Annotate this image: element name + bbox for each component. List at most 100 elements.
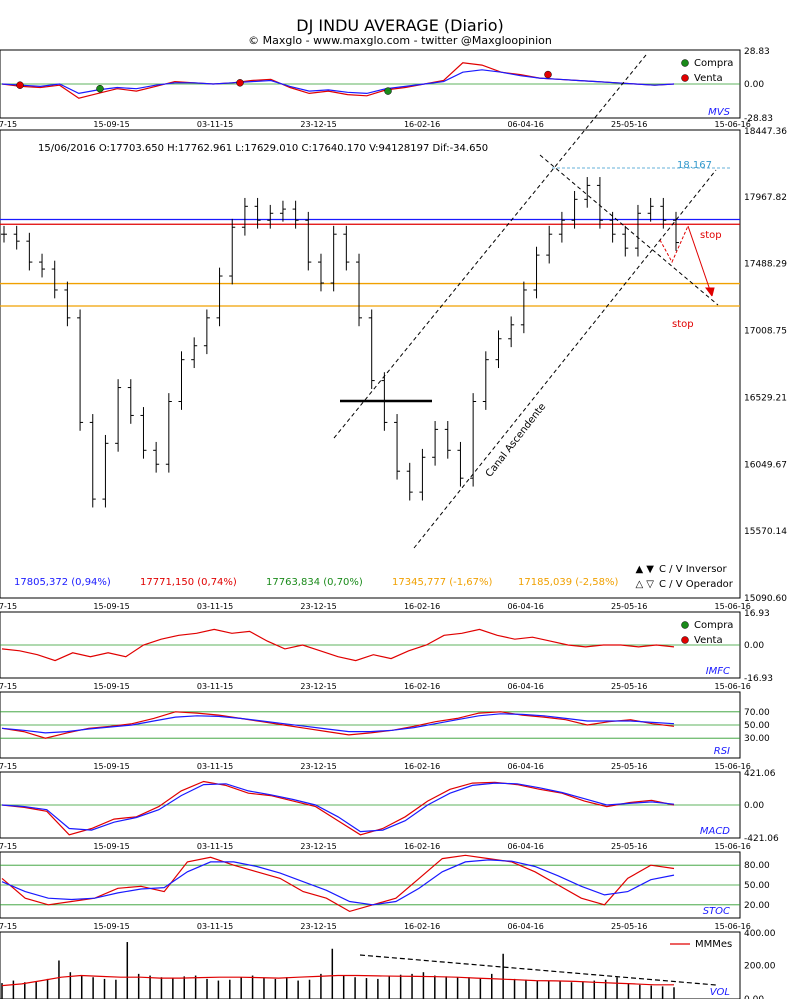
x-tick-label: 25-05-16: [611, 602, 647, 611]
volume-trend-line: [359, 954, 717, 986]
wedge-line: [539, 154, 719, 306]
stop-label-2: stop: [672, 319, 694, 330]
y-tick-label: 80.00: [744, 861, 770, 871]
x-tick-label: 03-11-15: [197, 922, 233, 931]
channel-upper-line: [333, 54, 647, 439]
mvs-signal-dot: [236, 79, 244, 87]
x-tick-label: 06-04-16: [507, 842, 543, 851]
x-tick-label: 15-09-15: [93, 922, 129, 931]
y-tick-label: 30.00: [744, 734, 770, 744]
x-tick-label: 15-06-16: [715, 842, 751, 851]
compra-legend-label: Compra: [694, 58, 733, 69]
x-tick-label: 15-09-15: [93, 120, 129, 129]
operador-legend-marker: △ ▽: [635, 579, 654, 590]
stop-label-1: stop: [700, 230, 722, 241]
x-tick-label: 15-09-15: [93, 682, 129, 691]
imfc-panel-name: IMFC: [706, 666, 730, 677]
y-tick-label: 200.00: [744, 962, 776, 972]
imfc-compra-label: Compra: [694, 620, 733, 631]
y-tick-label: -421.06: [744, 834, 779, 844]
compra-legend-marker: [681, 59, 689, 67]
level-value-label: 17805,372 (0,94%): [14, 577, 111, 588]
y-tick-label: 18447.36: [744, 127, 787, 137]
stop-path: [659, 225, 689, 264]
price-info-line: 15/06/2016 O:17703.650 H:17762.961 L:176…: [38, 143, 488, 154]
y-tick-label: 50.00: [744, 721, 770, 731]
imfc-venta-marker: [681, 636, 689, 644]
x-tick-label: 15-06-16: [715, 602, 751, 611]
y-tick-label: 50.00: [744, 881, 770, 891]
x-tick-label: 16-02-16: [404, 842, 440, 851]
x-tick-label: 06-04-16: [507, 682, 543, 691]
x-tick-label: 25-05-16: [611, 762, 647, 771]
level-value-label: 17763,834 (0,70%): [266, 577, 363, 588]
imfc-series-0: [1, 628, 675, 662]
y-tick-label: -28.83: [744, 114, 773, 124]
x-tick-label: 25-05-16: [611, 842, 647, 851]
x-tick-label: 25-05-16: [611, 120, 647, 129]
x-tick-label: 7-15: [0, 762, 17, 771]
x-tick-label: 15-09-15: [93, 842, 129, 851]
venta-legend-marker: [681, 74, 689, 82]
x-tick-label: 15-09-15: [93, 602, 129, 611]
x-tick-label: 25-05-16: [611, 682, 647, 691]
inversor-legend-label: C / V Inversor: [659, 564, 728, 575]
x-tick-label: 06-04-16: [507, 602, 543, 611]
price-frame: [0, 129, 741, 599]
stoc-panel-name: STOC: [703, 906, 730, 917]
y-tick-label: 0.00: [744, 641, 764, 651]
x-tick-label: 25-05-16: [611, 922, 647, 931]
high-level-label: 18.167: [677, 160, 712, 171]
x-tick-label: 15-06-16: [715, 762, 751, 771]
mmmes-legend-label: MMMes: [695, 939, 732, 950]
channel-label: Canal Ascendente: [484, 401, 548, 479]
x-tick-label: 03-11-15: [197, 602, 233, 611]
x-tick-label: 15-06-16: [715, 922, 751, 931]
mvs-panel-name: MVS: [708, 107, 730, 118]
y-tick-label: 17488.29: [744, 260, 787, 270]
y-tick-label: -16.93: [744, 674, 773, 684]
x-tick-label: 03-11-15: [197, 682, 233, 691]
channel-lower-line: [413, 169, 717, 549]
mvs-signal-dot: [544, 70, 552, 79]
x-tick-label: 16-02-16: [404, 120, 440, 129]
x-tick-label: 23-12-15: [300, 762, 336, 771]
level-value-label: 17345,777 (-1,67%): [392, 577, 493, 588]
x-tick-label: 03-11-15: [197, 762, 233, 771]
x-tick-label: 03-11-15: [197, 120, 233, 129]
y-tick-label: 70.00: [744, 708, 770, 718]
x-tick-label: 15-06-16: [715, 682, 751, 691]
x-tick-label: 7-15: [0, 120, 17, 129]
vol-frame: [0, 931, 741, 999]
y-tick-label: 20.00: [744, 901, 770, 911]
x-tick-label: 06-04-16: [507, 922, 543, 931]
rsi-series-0: [1, 711, 675, 739]
rsi-panel-name: RSI: [714, 746, 730, 757]
mvs-signal-dot: [96, 84, 104, 93]
chart-subtitle: © Maxglo - www.maxglo.com - twitter @Max…: [248, 34, 552, 47]
x-tick-label: 7-15: [0, 682, 17, 691]
mvs-signal-dot: [16, 81, 24, 89]
stop-arrow: [687, 225, 713, 297]
x-tick-label: 23-12-15: [300, 682, 336, 691]
y-tick-label: 16529.21: [744, 393, 787, 403]
x-tick-label: 03-11-15: [197, 842, 233, 851]
x-tick-label: 23-12-15: [300, 120, 336, 129]
x-tick-label: 16-02-16: [404, 682, 440, 691]
x-tick-label: 23-12-15: [300, 922, 336, 931]
y-tick-label: 16.93: [744, 609, 770, 619]
x-tick-label: 7-15: [0, 842, 17, 851]
volume-ma-line: [1, 974, 674, 987]
rsi-series-1: [1, 713, 675, 734]
y-tick-label: 15570.14: [744, 527, 787, 537]
vol-panel-name: VOL: [710, 987, 730, 998]
y-tick-label: 0.00: [744, 995, 764, 999]
y-tick-label: 0.00: [744, 80, 764, 90]
macd-series-1: [1, 782, 675, 833]
venta-legend-label: Venta: [694, 73, 723, 84]
x-tick-label: 23-12-15: [300, 602, 336, 611]
level-value-label: 17771,150 (0,74%): [140, 577, 237, 588]
chart-title: DJ INDU AVERAGE (Diario): [296, 16, 504, 35]
mvs-series-blue: [1, 69, 675, 95]
mvs-signal-dot: [384, 87, 392, 95]
